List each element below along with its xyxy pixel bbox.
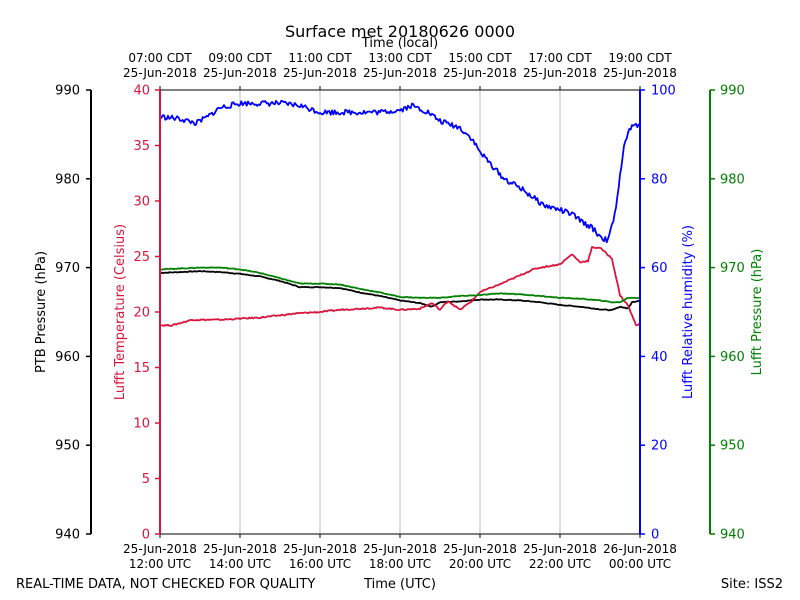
lufft-pressure-axis-tick-label: 990 bbox=[720, 84, 745, 99]
temperature-axis-tick-label: 5 bbox=[142, 472, 150, 487]
x-tick-label-utc-time: 20:00 UTC bbox=[449, 557, 511, 571]
x-tick-label-local-time: 11:00 CDT bbox=[288, 51, 352, 65]
ptb-axis-tick-label: 950 bbox=[55, 439, 80, 454]
lufft-pressure-axis-tick-label: 980 bbox=[720, 172, 745, 187]
temperature-axis-tick-label: 25 bbox=[133, 250, 150, 265]
x-tick-label-utc-date: 25-Jun-2018 bbox=[363, 542, 437, 556]
x-tick-label-utc-time: 22:00 UTC bbox=[529, 557, 591, 571]
temperature-axis-tick-label: 30 bbox=[133, 195, 150, 210]
temperature-axis-tick-label: 15 bbox=[133, 361, 150, 376]
x-tick-label-local-date: 25-Jun-2018 bbox=[363, 66, 437, 80]
humidity-axis-tick-label: 100 bbox=[651, 84, 676, 99]
top-axis-label: Time (local) bbox=[361, 36, 438, 51]
temperature-axis-title: Lufft Temperature (Celsius) bbox=[113, 224, 128, 400]
temperature-axis-tick-label: 20 bbox=[133, 306, 150, 321]
footer-time-label: Time (UTC) bbox=[363, 577, 436, 592]
temperature-axis-tick-label: 10 bbox=[133, 417, 150, 432]
lufft-pressure-axis-tick-label: 950 bbox=[720, 439, 745, 454]
x-tick-label-local-time: 15:00 CDT bbox=[448, 51, 512, 65]
x-tick-label-local-date: 25-Jun-2018 bbox=[603, 66, 677, 80]
series-line-lufft-temperature bbox=[159, 246, 641, 327]
x-tick-label-utc-time: 16:00 UTC bbox=[289, 557, 351, 571]
series-line-ptb-pressure bbox=[159, 270, 641, 312]
x-tick-label-local-time: 07:00 CDT bbox=[128, 51, 192, 65]
x-tick-label-utc-date: 26-Jun-2018 bbox=[603, 542, 677, 556]
x-tick-label-local-date: 25-Jun-2018 bbox=[123, 66, 197, 80]
x-tick-label-utc-time: 00:00 UTC bbox=[609, 557, 671, 571]
footer-site-label: Site: ISS2 bbox=[721, 577, 783, 592]
grid-lines bbox=[239, 90, 561, 534]
lufft-pressure-axis-tick-label: 940 bbox=[720, 528, 745, 543]
ptb-axis-tick-label: 940 bbox=[55, 528, 80, 543]
temperature-axis-tick-label: 40 bbox=[133, 84, 150, 99]
x-tick-label-local-time: 19:00 CDT bbox=[608, 51, 672, 65]
humidity-axis-tick-label: 80 bbox=[651, 172, 668, 187]
x-tick-label-local-time: 13:00 CDT bbox=[368, 51, 432, 65]
ptb-axis-title: PTB Pressure (hPa) bbox=[34, 251, 49, 373]
series-line-lufft-relative-humidity bbox=[159, 99, 641, 244]
x-tick-label-utc-date: 25-Jun-2018 bbox=[523, 542, 597, 556]
lufft-pressure-axis-tick-label: 970 bbox=[720, 261, 745, 276]
x-tick-label-local-time: 09:00 CDT bbox=[208, 51, 272, 65]
humidity-axis-title: Lufft Relative humidity (%) bbox=[681, 225, 696, 399]
humidity-axis-tick-label: 0 bbox=[651, 528, 659, 543]
x-tick-label-utc-time: 18:00 UTC bbox=[369, 557, 431, 571]
series-line-lufft-pressure bbox=[159, 266, 641, 304]
lufft-pressure-axis-tick-label: 960 bbox=[720, 350, 745, 365]
x-tick-label-utc-date: 25-Jun-2018 bbox=[123, 542, 197, 556]
x-tick-label-local-date: 25-Jun-2018 bbox=[443, 66, 517, 80]
chart-title: Surface met 20180626 0000 bbox=[285, 22, 515, 41]
series-group bbox=[159, 99, 641, 327]
x-tick-label-utc-date: 25-Jun-2018 bbox=[203, 542, 277, 556]
footer-quality-note: REAL-TIME DATA, NOT CHECKED FOR QUALITY bbox=[16, 577, 315, 592]
humidity-axis-tick-label: 20 bbox=[651, 439, 668, 454]
temperature-axis-tick-label: 0 bbox=[142, 528, 150, 543]
x-tick-label-utc-date: 25-Jun-2018 bbox=[283, 542, 357, 556]
ptb-axis-tick-label: 980 bbox=[55, 172, 80, 187]
lufft-pressure-axis-title: Lufft Pressure (hPa) bbox=[750, 249, 765, 376]
x-tick-label-utc-date: 25-Jun-2018 bbox=[443, 542, 517, 556]
x-tick-label-local-time: 17:00 CDT bbox=[528, 51, 592, 65]
x-tick-label-local-date: 25-Jun-2018 bbox=[203, 66, 277, 80]
ptb-axis-tick-label: 970 bbox=[55, 261, 80, 276]
ptb-axis-tick-label: 960 bbox=[55, 350, 80, 365]
temperature-axis-tick-label: 35 bbox=[133, 139, 150, 154]
humidity-axis-tick-label: 40 bbox=[651, 350, 668, 365]
x-tick-label-local-date: 25-Jun-2018 bbox=[283, 66, 357, 80]
x-tick-label-utc-time: 14:00 UTC bbox=[209, 557, 271, 571]
ptb-axis-tick-label: 990 bbox=[55, 84, 80, 99]
x-tick-label-local-date: 25-Jun-2018 bbox=[523, 66, 597, 80]
humidity-axis-tick-label: 60 bbox=[651, 261, 668, 276]
x-tick-label-utc-time: 12:00 UTC bbox=[129, 557, 191, 571]
